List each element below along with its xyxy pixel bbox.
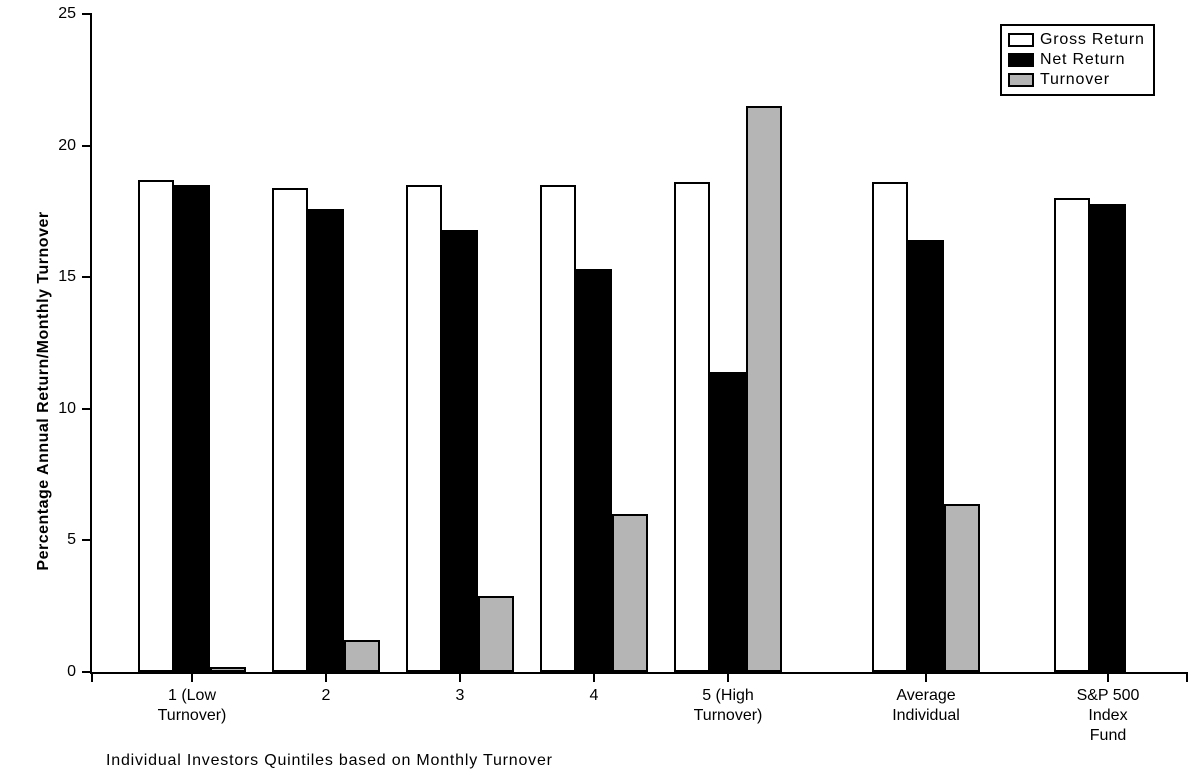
y-tick <box>82 145 92 147</box>
plot-area: 05101520251 (Low Turnover)2345 (High Tur… <box>90 14 1187 674</box>
x-category-label: 5 (High Turnover) <box>694 686 763 726</box>
x-category-label: 4 <box>590 686 599 706</box>
legend-item: Turnover <box>1008 70 1145 90</box>
legend-item: Gross Return <box>1008 30 1145 50</box>
y-tick-label: 5 <box>67 531 76 549</box>
y-tick-label: 20 <box>58 137 76 155</box>
y-tick-label: 0 <box>67 663 76 681</box>
legend-item: Net Return <box>1008 50 1145 70</box>
y-tick-label: 15 <box>58 268 76 286</box>
bar-gross <box>406 185 442 672</box>
bar-net <box>442 230 478 672</box>
bar-gross <box>138 180 174 672</box>
legend-swatch <box>1008 73 1034 87</box>
x-category-label: 2 <box>322 686 331 706</box>
bar-turn <box>944 504 980 672</box>
x-category-label: S&P 500 Index Fund <box>1077 686 1140 746</box>
bar-gross <box>674 182 710 672</box>
x-tick <box>1107 672 1109 682</box>
x-tick <box>459 672 461 682</box>
y-tick <box>82 276 92 278</box>
bar-net <box>174 185 210 672</box>
bar-turn <box>344 640 380 672</box>
bar-gross <box>872 182 908 672</box>
y-axis-label: Percentage Annual Return/Monthly Turnove… <box>35 211 53 570</box>
bar-turn <box>478 596 514 672</box>
legend: Gross Return Net Return Turnover <box>1000 24 1155 96</box>
x-axis-label: Individual Investors Quintiles based on … <box>106 752 553 770</box>
legend-swatch <box>1008 33 1034 47</box>
bar-gross <box>540 185 576 672</box>
x-tick <box>191 672 193 682</box>
bar-net <box>308 209 344 672</box>
bar-gross <box>1054 198 1090 672</box>
x-tick <box>593 672 595 682</box>
bar-turn <box>612 514 648 672</box>
y-tick-label: 25 <box>58 5 76 23</box>
x-tick <box>727 672 729 682</box>
bar-net <box>576 269 612 672</box>
x-tick <box>325 672 327 682</box>
y-tick <box>82 539 92 541</box>
x-tick <box>1186 672 1188 682</box>
legend-swatch <box>1008 53 1034 67</box>
legend-label: Turnover <box>1040 71 1110 89</box>
y-tick <box>82 13 92 15</box>
bar-gross <box>272 188 308 672</box>
bar-net <box>908 240 944 672</box>
bar-net <box>710 372 746 672</box>
x-tick <box>925 672 927 682</box>
x-category-label: 3 <box>456 686 465 706</box>
bar-turn <box>746 106 782 672</box>
x-category-label: 1 (Low Turnover) <box>158 686 227 726</box>
x-category-label: Average Individual <box>892 686 960 726</box>
y-tick-label: 10 <box>58 400 76 418</box>
legend-label: Gross Return <box>1040 31 1145 49</box>
bar-turn <box>210 667 246 672</box>
legend-label: Net Return <box>1040 51 1125 69</box>
bar-net <box>1090 204 1126 672</box>
x-tick <box>91 672 93 682</box>
y-tick <box>82 408 92 410</box>
bar-chart: Percentage Annual Return/Monthly Turnove… <box>0 0 1200 782</box>
